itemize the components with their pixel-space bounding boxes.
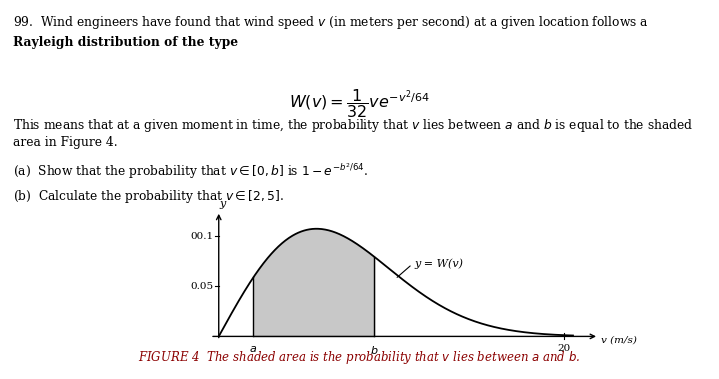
Text: FIGURE 4  The shaded area is the probability that $v$ lies between $a$ and $b$.: FIGURE 4 The shaded area is the probabil… <box>138 349 581 366</box>
Text: This means that at a given moment in time, the probability that $v$ lies between: This means that at a given moment in tim… <box>13 117 693 135</box>
Text: area in Figure 4.: area in Figure 4. <box>13 136 118 149</box>
Text: y: y <box>219 199 225 209</box>
Text: (a)  Show that the probability that $v \in [0, b]$ is $1 - e^{-b^2/64}$.: (a) Show that the probability that $v \i… <box>13 161 368 181</box>
Text: $W(v) = \dfrac{1}{32}ve^{-v^2/64}$: $W(v) = \dfrac{1}{32}ve^{-v^2/64}$ <box>289 87 430 120</box>
Text: y = W(v): y = W(v) <box>414 259 463 269</box>
Text: 99.  Wind engineers have found that wind speed $v$ (in meters per second) at a g: 99. Wind engineers have found that wind … <box>13 14 649 31</box>
Text: 00.1: 00.1 <box>191 232 214 241</box>
Text: 0.05: 0.05 <box>191 282 214 291</box>
Text: Rayleigh distribution of the type: Rayleigh distribution of the type <box>13 36 238 49</box>
Text: $a$: $a$ <box>249 345 257 354</box>
Text: $b$: $b$ <box>370 345 378 356</box>
Text: 20: 20 <box>558 345 571 354</box>
Text: (b)  Calculate the probability that $v \in [2, 5]$.: (b) Calculate the probability that $v \i… <box>13 188 284 205</box>
Text: v (m/s): v (m/s) <box>600 336 636 345</box>
